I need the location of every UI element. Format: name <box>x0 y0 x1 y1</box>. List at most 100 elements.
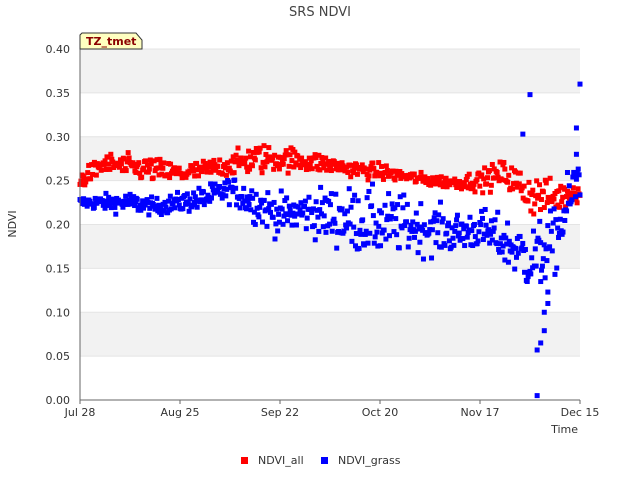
ndvi-grass-point <box>488 231 494 237</box>
ndvi-grass-point <box>404 201 410 207</box>
y-tick-label: 0.00 <box>46 394 71 407</box>
ndvi-all-point <box>188 163 194 169</box>
ndvi-grass-point <box>572 172 578 178</box>
ndvi-grass-point <box>471 221 477 227</box>
ndvi-grass-point <box>376 223 382 229</box>
ndvi-grass-point <box>244 194 250 200</box>
ndvi-all-point <box>376 160 382 166</box>
ndvi-grass-point <box>166 198 172 204</box>
ndvi-all-point <box>351 170 357 176</box>
ndvi-all-point <box>425 176 431 182</box>
ndvi-grass-point <box>554 265 560 271</box>
ndvi-grass-point <box>311 223 317 229</box>
ndvi-grass-point <box>306 194 312 200</box>
ndvi-grass-point <box>573 176 579 182</box>
ndvi-grass-point <box>372 234 378 240</box>
ndvi-all-point <box>556 188 562 194</box>
ndvi-all-point <box>305 166 311 172</box>
ndvi-all-point <box>474 177 480 183</box>
ndvi-all-point <box>143 158 149 164</box>
ndvi-all-point <box>277 154 283 160</box>
ndvi-all-point <box>501 159 507 165</box>
ndvi-grass-point <box>350 197 356 203</box>
ndvi-grass-point <box>335 229 341 235</box>
ndvi-all-point <box>234 157 240 163</box>
ndvi-all-point <box>568 194 574 200</box>
ndvi-grass-point <box>297 207 303 213</box>
ndvi-all-point <box>342 168 348 174</box>
ndvi-all-point <box>511 181 517 187</box>
ndvi-grass-point <box>373 220 379 226</box>
ndvi-grass-point <box>302 203 308 209</box>
ndvi-grass-point <box>319 200 325 206</box>
ndvi-grass-point <box>520 240 526 246</box>
ndvi-all-point <box>220 171 226 177</box>
ndvi-grass-point <box>237 205 243 211</box>
ndvi-grass-point <box>432 210 438 216</box>
ndvi-all-point <box>171 165 177 171</box>
ndvi-all-point <box>465 185 471 191</box>
ndvi-grass-point <box>246 202 252 208</box>
ndvi-grass-point <box>528 271 534 277</box>
ndvi-grass-point <box>532 246 538 252</box>
x-tick-label: Nov 17 <box>461 406 500 419</box>
ndvi-all-point <box>102 158 108 164</box>
ndvi-all-point <box>150 175 156 181</box>
ndvi-grass-point <box>221 186 227 192</box>
ndvi-grass-point <box>384 217 390 223</box>
ndvi-grass-point <box>332 220 338 226</box>
ndvi-all-point <box>466 171 472 177</box>
ndvi-all-point <box>195 173 201 179</box>
ndvi-all-point <box>536 192 542 198</box>
ndvi-all-point <box>336 164 342 170</box>
ndvi-grass-point <box>412 234 418 240</box>
ndvi-grass-point <box>365 240 371 246</box>
x-axis-ticks: Jul 28 Aug 25 Sep 22 Oct 20 Nov 17 Dec 15 <box>64 400 599 419</box>
ndvi-grass-point <box>187 196 193 202</box>
ndvi-grass-point <box>212 181 218 187</box>
ndvi-all-point <box>462 184 468 190</box>
ndvi-grass-point <box>347 221 353 227</box>
grid-band <box>80 268 580 313</box>
ndvi-all-point <box>479 172 485 178</box>
ndvi-all-point <box>472 189 478 195</box>
tz-badge: TZ_tmet <box>79 32 143 50</box>
ndvi-grass-point <box>162 199 168 205</box>
ndvi-all-point <box>287 152 293 158</box>
ndvi-grass-point <box>460 236 466 242</box>
ndvi-all-point <box>345 169 351 175</box>
ndvi-grass-point <box>217 184 223 190</box>
ndvi-all-point <box>91 159 97 165</box>
ndvi-all-point <box>274 163 280 169</box>
ndvi-all-point <box>231 170 237 176</box>
ndvi-grass-point <box>130 197 136 203</box>
ndvi-grass-point <box>292 213 298 219</box>
ndvi-all-point <box>106 161 112 167</box>
ndvi-grass-point <box>180 206 186 212</box>
ndvi-grass-point <box>191 190 197 196</box>
ndvi-all-point <box>223 172 229 178</box>
ndvi-all-point <box>334 160 340 166</box>
ndvi-all-point <box>477 183 483 189</box>
ndvi-grass-point <box>488 218 494 224</box>
ndvi-grass-point <box>437 199 443 205</box>
ndvi-grass-point <box>82 197 88 203</box>
ndvi-all-point <box>281 156 287 162</box>
ndvi-all-point <box>497 159 503 165</box>
ndvi-all-point <box>372 173 378 179</box>
ndvi-all-point <box>541 205 547 211</box>
ndvi-grass-point <box>412 228 418 234</box>
ndvi-grass-point <box>487 240 493 246</box>
ndvi-grass-point <box>210 187 216 193</box>
ndvi-grass-point <box>349 238 355 244</box>
ndvi-grass-point <box>147 205 153 211</box>
ndvi-all-point <box>471 181 477 187</box>
ndvi-grass-point <box>163 204 169 210</box>
ndvi-grass-point <box>339 206 345 212</box>
x-tick-label: Oct 20 <box>362 406 399 419</box>
ndvi-all-point <box>529 192 535 198</box>
ndvi-grass-point <box>271 199 277 205</box>
ndvi-grass-point <box>470 243 476 249</box>
ndvi-grass-point <box>540 256 546 262</box>
ndvi-all-point <box>308 158 314 164</box>
